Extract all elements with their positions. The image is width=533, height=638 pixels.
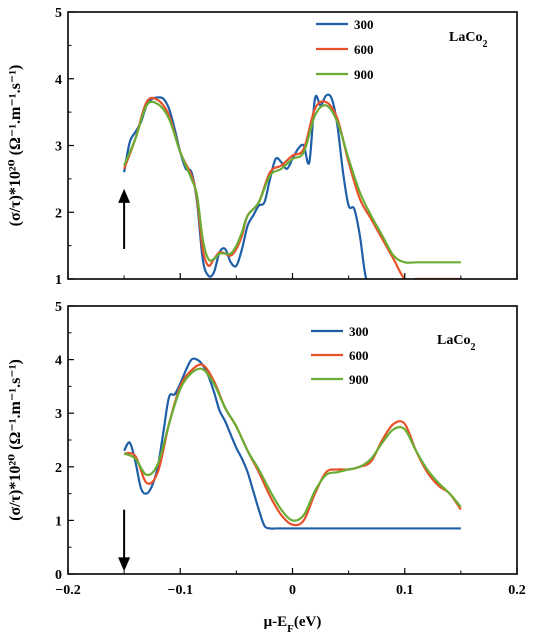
y-tick-label: 3: [55, 140, 62, 155]
y-tick-label: 5: [55, 300, 62, 315]
plot-frame: [67, 11, 518, 280]
y-axis-label: (σ/τ)*10²⁰ (Ω⁻¹.m⁻¹.s⁻¹): [7, 359, 24, 521]
y-tick-label: 0: [55, 568, 62, 583]
y-tick-label: 2: [55, 206, 62, 221]
y-tick-label: 5: [55, 6, 62, 21]
series-line-300: [123, 93, 368, 279]
series-line-600: [123, 363, 462, 527]
compound-label: LaCo2: [449, 30, 487, 50]
y-tick-label: 1: [55, 514, 62, 529]
compound-label: LaCo2: [437, 333, 475, 353]
legend-label-600: 600: [349, 348, 369, 363]
x-tick-label: −0.2: [55, 583, 80, 598]
y-tick-label: 3: [55, 407, 62, 422]
legend-label-600: 600: [354, 42, 374, 57]
series-lines: [123, 93, 461, 279]
y-tick-label: 1: [55, 273, 62, 288]
x-tick-label: −0.1: [168, 583, 193, 598]
series-lines: [123, 357, 462, 530]
x-tick-label: 0.1: [396, 583, 414, 598]
x-tick-label: 0: [289, 583, 296, 598]
arrow-head: [118, 557, 131, 572]
arrow-head: [118, 188, 131, 203]
x-tick-label: 0.2: [508, 583, 526, 598]
x-axis-label: μ-EF(eV): [264, 614, 322, 635]
y-axis-label: (σ/τ)*10²⁰ (Ω⁻¹.m⁻¹.s⁻¹): [7, 65, 24, 227]
series-line-300: [123, 357, 461, 530]
series-line-900: [123, 367, 462, 522]
y-tick-label: 2: [55, 461, 62, 476]
y-tick-label: 4: [55, 354, 62, 369]
legend-label-300: 300: [349, 324, 369, 339]
y-tick-label: 4: [55, 73, 62, 88]
legend-label-900: 900: [354, 67, 374, 82]
series-line-900: [123, 100, 461, 264]
legend-label-900: 900: [349, 372, 369, 387]
panel-top: 1 2 3 4 5 (σ/τ)*10²⁰ (Ω⁻¹.m⁻¹.s⁻¹) 300 600 900 La…: [7, 6, 518, 288]
legend-label-300: 300: [354, 17, 374, 32]
panel-bottom: 0 1 2 3 4 5 −0.2 −0.1 0 0.1 0.2 (σ/τ)*10²⁰ (Ω⁻¹.m⁻¹…: [7, 300, 526, 635]
